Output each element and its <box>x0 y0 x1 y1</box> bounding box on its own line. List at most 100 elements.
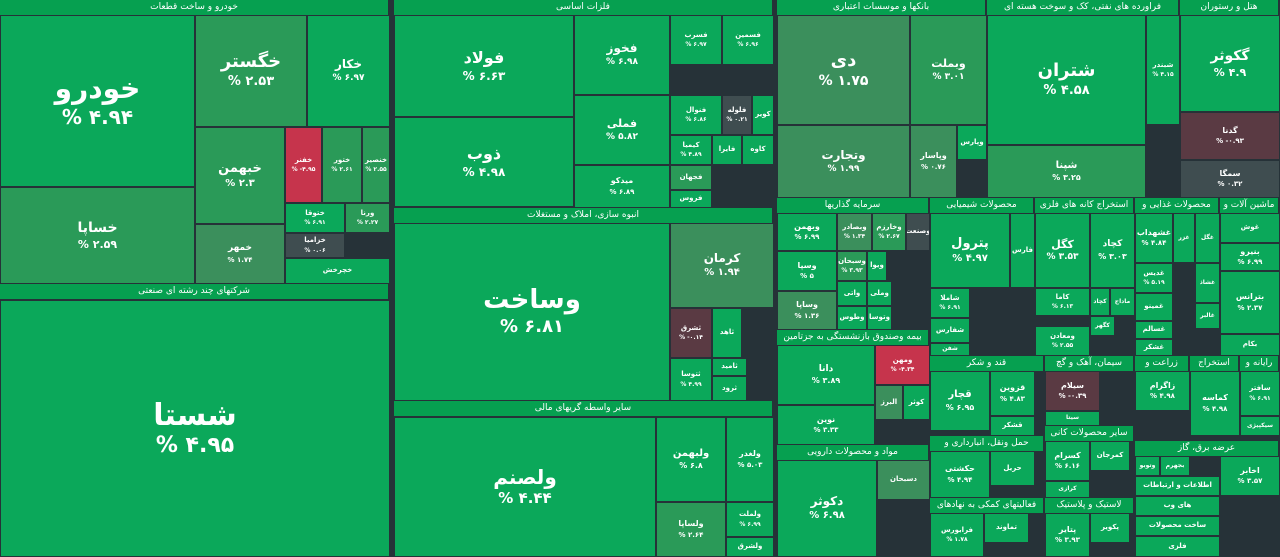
stock-tile[interactable]: غشکر <box>1135 339 1173 356</box>
stock-tile[interactable]: حکشتی% ۴.۹۴ <box>930 451 990 498</box>
sector-title[interactable]: شرکتهای چند رشته ای صنعتی <box>0 284 388 299</box>
sector-title[interactable]: مواد و محصولات دارویی <box>777 445 928 460</box>
stock-tile[interactable]: کیمیا % ۴.۸۹ <box>670 135 712 165</box>
stock-tile[interactable]: کمرجان <box>1090 441 1130 471</box>
stock-tile[interactable]: غدیس % ۵.۱۹ <box>1135 263 1173 293</box>
stock-tile[interactable]: بنیرو % ۶.۹۹ <box>1220 243 1280 271</box>
stock-tile[interactable]: فرابورس % ۱.۷۸ <box>930 513 984 557</box>
sector-title[interactable]: حمل ونقل، انبارداری و <box>930 436 1043 451</box>
sector-title[interactable]: خودرو و ساخت قطعات <box>0 0 388 15</box>
stock-tile[interactable]: دکوثر% ۶.۹۸ <box>777 460 877 557</box>
stock-tile[interactable]: شبندر % ۴.۱۵ <box>1146 15 1180 125</box>
stock-tile[interactable]: وبملت% ۳.۰۱ <box>910 15 987 125</box>
stock-tile[interactable]: قزوین% ۴.۸۳ <box>990 371 1035 416</box>
stock-tile[interactable]: غشهداب % ۴.۸۴ <box>1135 213 1173 263</box>
stock-tile[interactable]: وسپا % ۵ <box>777 251 837 291</box>
stock-tile[interactable]: وپارس <box>957 125 987 160</box>
stock-tile[interactable]: خزامیا% ۰.۰۶ <box>285 233 345 258</box>
sector-title[interactable]: سیمان، آهک و گچ <box>1045 356 1133 371</box>
stock-tile[interactable]: ثشرق % -۰.۱۴ <box>670 308 712 358</box>
stock-tile[interactable]: تماوند <box>984 513 1029 543</box>
stock-tile[interactable]: فنوال % ۶.۸۶ <box>670 95 722 135</box>
stock-tile[interactable]: فسرب % ۶.۹۷ <box>670 15 722 65</box>
stock-tile[interactable]: شستا% ۴.۹۵ <box>0 300 390 557</box>
stock-tile[interactable]: غگل <box>1195 213 1220 263</box>
stock-tile[interactable]: فسمین % ۶.۹۶ <box>722 15 774 65</box>
stock-tile[interactable]: بترانس% ۲.۳۷ <box>1220 271 1280 334</box>
stock-tile[interactable]: ولملت% ۶.۹۹ <box>726 502 774 537</box>
stock-tile[interactable]: کاما % ۶.۱۳ <box>1035 288 1090 316</box>
sector-title[interactable]: بیمه وصندوق بازنشستگی به جزتامین <box>777 330 928 345</box>
stock-tile[interactable]: ولشرق <box>726 537 774 557</box>
stock-tile[interactable]: خفنر % -۴.۹۵ <box>285 127 322 203</box>
stock-tile[interactable]: حریل <box>990 451 1035 486</box>
stock-tile[interactable]: وساخت% ۶.۸۱ <box>394 223 670 401</box>
stock-tile[interactable]: فملی% ۵.۸۲ <box>574 95 670 165</box>
sector-title[interactable]: انبوه سازی، املاک و مستغلات <box>394 208 772 223</box>
sector-title[interactable]: فلزات اساسی <box>394 0 772 15</box>
stock-tile[interactable]: ومعادن % ۲.۵۵ <box>1035 326 1090 356</box>
stock-tile[interactable]: دانا % ۳.۸۹ <box>777 345 875 405</box>
stock-tile[interactable]: گکوثر% ۴.۹ <box>1180 15 1280 112</box>
stock-tile[interactable]: وملی <box>867 281 892 306</box>
stock-tile[interactable]: فخوز% ۶.۹۸ <box>574 15 670 95</box>
stock-tile[interactable]: خمهر% ۱.۷۴ <box>195 224 285 284</box>
sector-title[interactable]: بانکها و موسسات اعتباری <box>777 0 985 15</box>
stock-tile[interactable]: خکار% ۶.۹۷ <box>307 15 390 127</box>
stock-tile[interactable]: ساخت محصولات <box>1135 516 1220 536</box>
sector-title[interactable]: فعالیتهای کمکی به نهادهای <box>930 498 1043 513</box>
stock-tile[interactable]: غشاذ <box>1195 263 1220 303</box>
stock-tile[interactable]: کاوه <box>742 135 774 165</box>
stock-tile[interactable]: غمینو <box>1135 293 1173 321</box>
stock-tile[interactable]: ولصنم% ۴.۴۴ <box>394 417 656 557</box>
stock-tile[interactable]: غزر <box>1173 213 1195 263</box>
sector-title[interactable]: لاستیک و پلاستیک <box>1045 498 1133 513</box>
stock-tile[interactable]: کماسه% ۴.۹۸ <box>1190 371 1240 436</box>
sector-title[interactable]: زراعت و <box>1135 356 1188 371</box>
stock-tile[interactable]: البرز <box>875 385 903 420</box>
stock-tile[interactable]: غسالم <box>1135 321 1173 339</box>
stock-tile[interactable]: وتوسا <box>867 306 892 330</box>
stock-tile[interactable]: بکام <box>1220 334 1280 356</box>
sector-title[interactable]: سایر واسطه گریهای مالی <box>394 401 772 416</box>
stock-tile[interactable]: بجهرم <box>1160 456 1190 476</box>
stock-tile[interactable]: ثاهد <box>712 308 742 358</box>
sector-title[interactable]: عرضه برق، گاز <box>1135 441 1278 456</box>
stock-tile[interactable]: خنصیر % ۲.۵۵ <box>362 127 390 203</box>
stock-tile[interactable]: کچاد <box>1090 288 1110 316</box>
stock-tile[interactable]: کوثر <box>903 385 930 420</box>
stock-tile[interactable]: ولغدر% ۵.۰۳ <box>726 417 774 502</box>
stock-tile[interactable]: قشکر <box>990 416 1035 436</box>
stock-tile[interactable]: شفن <box>930 343 970 356</box>
stock-tile[interactable]: اطلاعات و ارتباطات <box>1135 476 1220 496</box>
stock-tile[interactable]: خبهمن% ۲.۳ <box>195 127 285 224</box>
stock-tile[interactable]: فلوله % ۰.۲۱ <box>722 95 752 135</box>
stock-tile[interactable]: پتایر % ۳.۹۳ <box>1045 513 1090 557</box>
stock-tile[interactable]: شتران% ۴.۵۸ <box>987 15 1146 145</box>
stock-tile[interactable]: ماداج <box>1110 288 1135 316</box>
sector-title[interactable]: ماشین آلات و <box>1220 198 1278 213</box>
stock-tile[interactable]: وتجارت% ۱.۹۹ <box>777 125 910 198</box>
stock-tile[interactable]: وطوس <box>837 306 867 330</box>
stock-tile[interactable]: پکویر <box>1090 513 1130 543</box>
stock-tile[interactable]: سمگا % ۰.۳۲ <box>1180 160 1280 198</box>
sector-title[interactable]: قند و شکر <box>930 356 1043 371</box>
stock-tile[interactable]: فایرا <box>712 135 742 165</box>
stock-tile[interactable]: سیتا <box>1045 411 1100 426</box>
stock-tile[interactable]: سیلام % -۰.۳۹ <box>1045 371 1100 411</box>
stock-tile[interactable]: خچرخش <box>285 258 390 284</box>
stock-tile[interactable]: ثامید <box>712 358 747 376</box>
sector-title[interactable]: استخراج <box>1190 356 1238 371</box>
stock-tile[interactable]: ثتوسا% ۴.۹۹ <box>670 358 712 401</box>
stock-tile[interactable]: ومهن % -۴.۳۴ <box>875 345 930 385</box>
stock-tile[interactable]: فجهان <box>670 165 712 190</box>
sector-title[interactable]: محصولات غذایی و <box>1135 198 1218 213</box>
sector-title[interactable]: فراورده های نفتی، کک و سوخت هسته ای <box>987 0 1178 15</box>
stock-tile[interactable]: وتوبو <box>1135 456 1160 476</box>
stock-tile[interactable]: میدکو% ۶.۸۹ <box>574 165 670 208</box>
stock-tile[interactable]: دسبحان <box>877 460 930 500</box>
sector-title[interactable]: محصولات شیمیایی <box>930 198 1033 213</box>
stock-tile[interactable]: ویوا <box>867 251 887 281</box>
stock-tile[interactable]: غالبر <box>1195 303 1220 329</box>
stock-tile[interactable]: کویر <box>752 95 774 135</box>
